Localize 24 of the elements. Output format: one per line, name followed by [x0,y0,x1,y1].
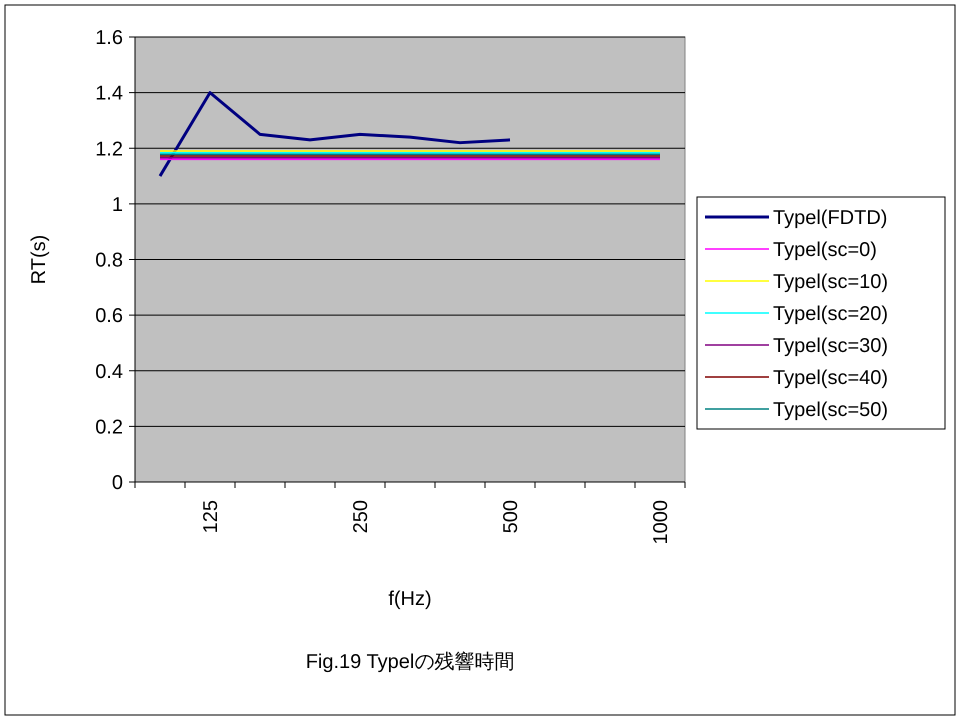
y-tick-label: 0 [112,472,123,494]
legend-label: Typel(FDTD) [773,207,888,229]
y-tick-label: 1.6 [95,27,123,49]
legend-label: Typel(sc=50) [773,399,888,421]
y-tick-label: 1.2 [95,138,123,160]
x-tick-label: 125 [200,500,222,534]
x-tick-label: 1000 [650,500,672,544]
x-tick-label: 250 [350,500,372,534]
legend-label: Typel(sc=10) [773,271,888,293]
line-series [158,91,512,178]
legend-label: Typel(sc=30) [773,335,888,357]
y-tick-label: 0.2 [95,416,123,438]
legend-label: Typel(sc=40) [773,367,888,389]
x-axis-title: f(Hz) [388,588,432,610]
text: Fig.19 Typelの残響時間 [306,651,514,673]
y-axis-title: RT(s) [28,234,50,284]
y-tick-label: 1.4 [95,82,123,105]
y-tick-label: 0.4 [95,360,123,383]
legend-label: Typel(sc=0) [773,239,877,261]
x-tick-label: 500 [500,500,522,534]
y-tick-label: 0.6 [95,305,123,328]
legend-label: Typel(sc=20) [773,303,888,325]
y-tick-label: 1 [112,194,123,216]
y-tick-label: 0.8 [95,250,123,272]
